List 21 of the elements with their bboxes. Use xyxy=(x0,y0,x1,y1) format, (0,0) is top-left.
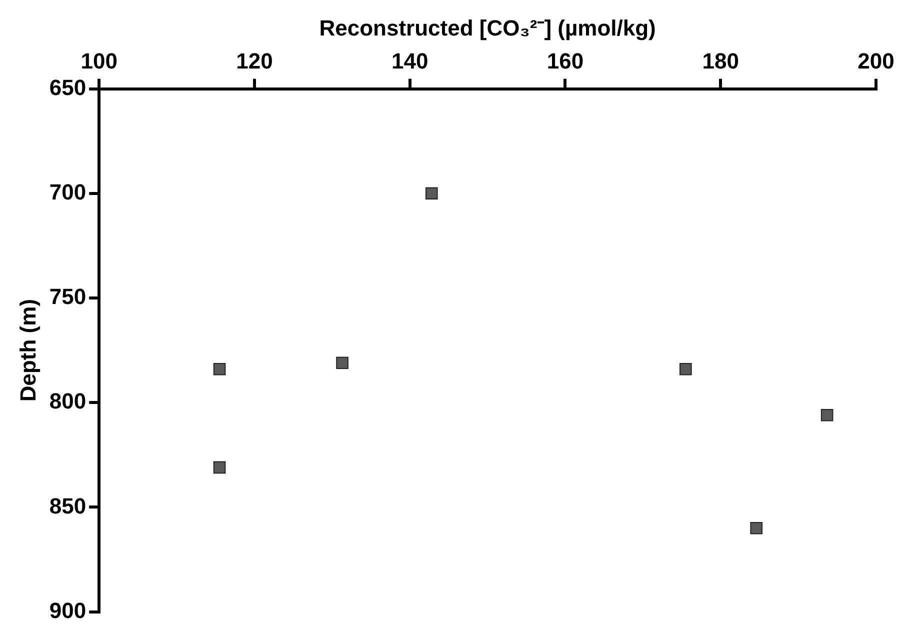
y-tick-label: 650 xyxy=(49,74,86,100)
y-tick-label: 750 xyxy=(49,284,86,310)
x-tick-label: 120 xyxy=(236,48,273,74)
x-tick-label: 160 xyxy=(546,48,584,74)
point xyxy=(750,522,763,534)
y-tick-label: 700 xyxy=(49,179,86,204)
y-tick-label: 800 xyxy=(49,388,86,414)
point xyxy=(680,362,692,376)
point xyxy=(213,461,226,474)
point xyxy=(820,408,834,422)
y-tick-label: 900 xyxy=(49,598,86,623)
point xyxy=(213,362,226,376)
y-axis-title: Depth (m) xyxy=(15,298,40,402)
x-tick-label: 140 xyxy=(392,48,428,74)
y-tick-label: 850 xyxy=(49,493,86,518)
x-tick-label: 180 xyxy=(702,48,739,74)
point xyxy=(336,356,348,370)
point xyxy=(425,187,438,200)
x-tick-label: 200 xyxy=(858,48,894,74)
x-axis-title: Reconstructed [CO₃²⁻] (µmol/kg) xyxy=(319,15,656,40)
x-tick-label: 100 xyxy=(80,48,118,74)
